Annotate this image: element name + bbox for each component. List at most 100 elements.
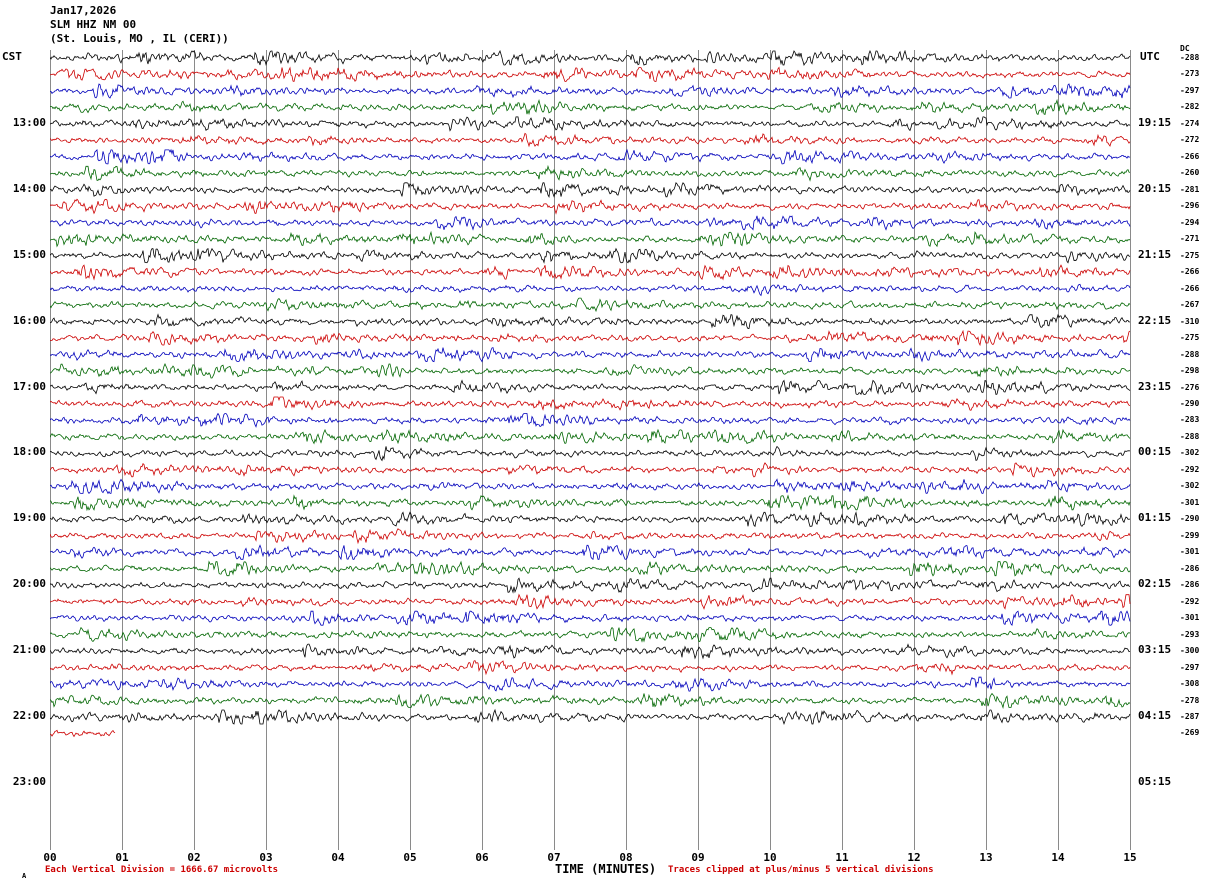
- utc-hour-label: 01:15: [1138, 511, 1172, 525]
- seismic-trace-21-red: [50, 396, 1131, 411]
- seismic-trace-15-green: [50, 297, 1131, 313]
- seismic-trace-27-green: [50, 494, 1131, 512]
- dc-offset-value: -269: [1180, 728, 1200, 738]
- dc-offset-value: -298: [1180, 366, 1200, 376]
- dc-offset-value: -299: [1180, 530, 1200, 540]
- dc-offset-value: -272: [1180, 135, 1200, 145]
- seismic-trace-38-blue: [50, 676, 1131, 692]
- dc-offset-value: -301: [1180, 547, 1200, 557]
- utc-hour-label: 03:15: [1138, 643, 1172, 657]
- seismic-trace-12-black: [50, 247, 1131, 264]
- dc-offset-value: -283: [1180, 415, 1200, 425]
- dc-offset-value: -290: [1180, 398, 1200, 408]
- seismic-trace-19-green: [50, 362, 1131, 379]
- dc-offset-value: -287: [1180, 712, 1200, 721]
- utc-hour-label: 02:15: [1138, 577, 1172, 591]
- dc-offset-value: -302: [1180, 481, 1200, 491]
- station-location: (St. Louis, MO , IL (CERI)): [50, 32, 229, 45]
- utc-hour-label: 04:15: [1138, 709, 1172, 722]
- seismic-trace-41-red: [50, 729, 116, 738]
- minute-tick-label: 03: [259, 851, 273, 864]
- seismic-trace-17-red: [50, 329, 1131, 347]
- helicorder-plot: [50, 50, 1131, 850]
- seismic-trace-29-red: [50, 528, 1131, 545]
- seismic-trace-8-black: [50, 182, 1131, 199]
- dc-offset-value: -290: [1180, 514, 1200, 524]
- dc-offset-value: -266: [1180, 283, 1200, 293]
- minute-tick-label: 11: [835, 851, 849, 864]
- cst-hour-label: 14:00: [12, 181, 46, 195]
- station-code: SLM HHZ NM 00: [50, 18, 137, 31]
- dc-offset-value: -281: [1180, 184, 1200, 194]
- seismic-trace-16-black: [50, 313, 1131, 330]
- seismic-trace-33-red: [50, 593, 1131, 610]
- seismic-trace-18-blue: [50, 347, 1131, 363]
- dc-offset-value: -308: [1180, 679, 1200, 689]
- minute-tick-label: 08: [619, 851, 633, 864]
- dc-offset-value: -266: [1180, 151, 1200, 161]
- dc-offset-value: -297: [1180, 85, 1200, 95]
- dc-column-header: DC: [1180, 44, 1190, 53]
- utc-hour-label: 22:15: [1138, 313, 1172, 327]
- seismic-trace-25-red: [50, 462, 1131, 478]
- cst-hour-label: 20:00: [12, 577, 46, 591]
- dc-offset-value: -294: [1180, 217, 1200, 227]
- minute-tick-label: 04: [331, 851, 345, 864]
- cst-hour-label: 23:00: [12, 774, 46, 788]
- right-timezone-label: UTC: [1140, 50, 1160, 63]
- dc-offset-value: -310: [1180, 316, 1200, 326]
- dc-offset-value: -302: [1180, 448, 1200, 458]
- dc-offset-value: -288: [1180, 431, 1200, 441]
- dc-offset-value: -293: [1180, 629, 1200, 639]
- seismic-trace-24-black: [50, 445, 1131, 462]
- seismic-trace-5-red: [50, 132, 1131, 148]
- seismic-trace-7-green: [50, 164, 1131, 182]
- utc-hour-label: 19:15: [1138, 115, 1172, 129]
- minute-tick-label: 15: [1123, 851, 1137, 864]
- clip-note: Traces clipped at plus/minus 5 vertical …: [668, 865, 934, 875]
- dc-offset-value: -271: [1180, 234, 1200, 244]
- dc-offset-value: -292: [1180, 596, 1200, 606]
- dc-offset-value: -282: [1180, 102, 1200, 112]
- dc-offset-value: -286: [1180, 563, 1200, 573]
- cst-hour-label: 17:00: [12, 379, 46, 393]
- utc-hour-label: 21:15: [1138, 247, 1172, 261]
- minute-tick-label: 12: [907, 851, 921, 864]
- title-block: Jan17,2026 SLM HHZ NM 00 (St. Louis, MO …: [50, 4, 229, 46]
- dc-offset-value: -296: [1180, 201, 1200, 211]
- seismic-trace-31-green: [50, 560, 1131, 577]
- minute-tick-label: 05: [403, 851, 417, 864]
- minute-tick-label: 01: [115, 851, 129, 864]
- dc-offset-value: -301: [1180, 613, 1200, 623]
- cst-hour-label: 18:00: [12, 445, 46, 459]
- vertical-division-note: Each Vertical Division = 1666.67 microvo…: [45, 865, 278, 875]
- minute-tick-label: 06: [475, 851, 489, 864]
- utc-hour-label: 23:15: [1138, 379, 1172, 393]
- seismic-trace-30-blue: [50, 544, 1131, 561]
- corner-mark: A: [22, 872, 27, 880]
- dc-offset-value: -260: [1180, 168, 1200, 178]
- dc-offset-value: -266: [1180, 267, 1200, 277]
- minute-tick-label: 07: [547, 851, 561, 864]
- dc-offset-value: -288: [1180, 53, 1200, 62]
- dc-offset-value: -292: [1180, 464, 1200, 474]
- dc-offset-value: -301: [1180, 497, 1200, 507]
- seismic-trace-3-green: [50, 98, 1131, 116]
- dc-offset-value: -300: [1180, 646, 1200, 656]
- seismic-trace-36-black: [50, 643, 1131, 660]
- seismic-trace-34-blue: [50, 610, 1131, 626]
- dc-offset-value: -275: [1180, 333, 1200, 343]
- minute-tick-label: 02: [187, 851, 201, 864]
- left-timezone-label: CST: [2, 50, 22, 63]
- dc-offset-value: -286: [1180, 580, 1200, 590]
- seismic-trace-40-black: [50, 708, 1131, 726]
- seismic-trace-35-green: [50, 626, 1131, 643]
- seismic-trace-37-red: [50, 660, 1131, 676]
- utc-hour-label: 05:15: [1138, 774, 1172, 788]
- minute-tick-label: 14: [1051, 851, 1065, 864]
- seismic-trace-1-red: [50, 66, 1131, 83]
- plot-date: Jan17,2026: [50, 4, 117, 17]
- seismic-trace-28-black: [50, 511, 1131, 528]
- seismic-trace-39-green: [50, 692, 1131, 710]
